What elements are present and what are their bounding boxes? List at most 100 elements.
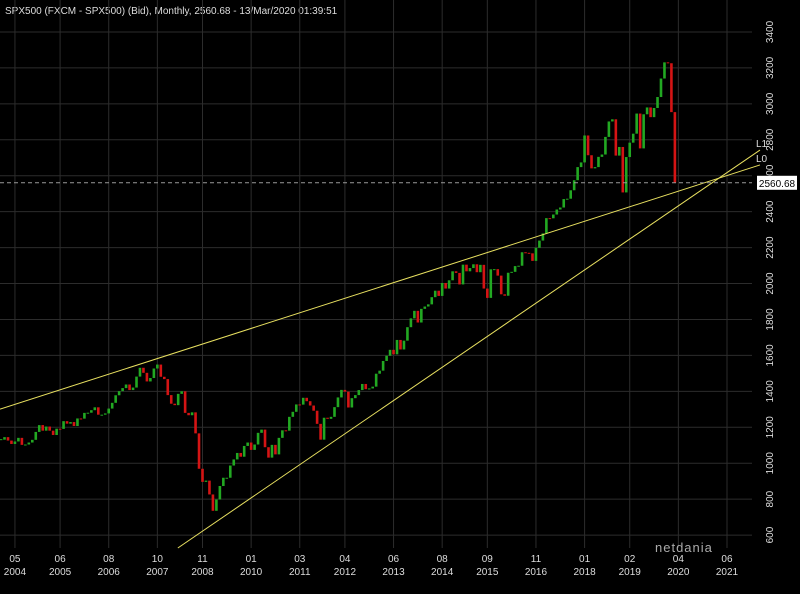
candle-body bbox=[402, 340, 406, 350]
candle-body bbox=[371, 386, 375, 389]
candle-body bbox=[583, 135, 586, 163]
candle-body bbox=[142, 367, 145, 373]
candle-body bbox=[176, 393, 180, 406]
candle-body bbox=[308, 401, 312, 406]
candle-body bbox=[520, 252, 524, 266]
candle-body bbox=[83, 412, 86, 419]
candle-body bbox=[527, 252, 531, 254]
candle-body bbox=[96, 407, 100, 415]
x-tick-year: 2010 bbox=[240, 567, 263, 578]
candle-body bbox=[579, 162, 583, 168]
candle-body bbox=[65, 421, 69, 424]
candle-body bbox=[492, 269, 496, 271]
candle-body bbox=[486, 288, 489, 298]
candle-body bbox=[329, 416, 333, 419]
y-tick-label: 3200 bbox=[765, 56, 776, 79]
x-tick-year: 2014 bbox=[431, 567, 454, 578]
candle-body bbox=[590, 155, 593, 169]
candle-body bbox=[586, 135, 590, 156]
trendline-label: L1 bbox=[756, 139, 768, 150]
trendline-label: L0 bbox=[756, 154, 768, 165]
candle-body bbox=[413, 310, 416, 319]
candle-body bbox=[354, 395, 357, 399]
candle-body bbox=[270, 444, 274, 458]
x-tick-label: 09 bbox=[482, 554, 494, 565]
candle-body bbox=[475, 264, 479, 273]
candle-body bbox=[204, 480, 208, 482]
trendline bbox=[0, 164, 761, 410]
candle-body bbox=[437, 290, 440, 296]
candle-body bbox=[395, 339, 399, 355]
candle-body bbox=[406, 327, 409, 341]
candle-body bbox=[232, 459, 236, 466]
candle-body bbox=[621, 146, 625, 193]
candle-body bbox=[357, 390, 361, 396]
x-tick-label: 08 bbox=[437, 554, 449, 565]
candle-body bbox=[103, 413, 107, 415]
x-tick-year: 2013 bbox=[382, 567, 405, 578]
y-tick-label: 2200 bbox=[765, 236, 776, 259]
candle-body bbox=[663, 62, 666, 79]
candle-body bbox=[281, 430, 284, 438]
y-tick-label: 1600 bbox=[765, 344, 776, 367]
candle-body bbox=[124, 384, 128, 389]
candle-body bbox=[187, 412, 190, 416]
candle-body bbox=[423, 306, 427, 309]
candle-body bbox=[76, 418, 79, 427]
candle-body bbox=[649, 107, 652, 118]
candle-body bbox=[624, 157, 628, 193]
candle-body bbox=[253, 444, 256, 450]
y-tick-label: 2000 bbox=[765, 272, 776, 295]
candle-body bbox=[506, 272, 510, 296]
candle-body bbox=[614, 119, 618, 156]
candle-body bbox=[336, 397, 340, 408]
y-tick-label: 2600 bbox=[765, 164, 776, 187]
candle-body bbox=[548, 218, 552, 220]
candle-body bbox=[284, 430, 288, 432]
candle-body bbox=[433, 290, 437, 298]
x-tick-year: 2004 bbox=[4, 567, 27, 578]
candle-body bbox=[131, 387, 135, 391]
candle-body bbox=[534, 247, 538, 261]
candle-body bbox=[510, 271, 513, 273]
candle-body bbox=[440, 282, 444, 296]
candle-body bbox=[635, 113, 638, 134]
x-tick-label: 10 bbox=[152, 554, 164, 565]
candle-body bbox=[451, 271, 454, 281]
candle-body bbox=[444, 282, 447, 289]
x-tick-label: 06 bbox=[55, 554, 67, 565]
y-tick-label: 2400 bbox=[765, 200, 776, 223]
x-tick-label: 08 bbox=[103, 554, 115, 565]
candle-body bbox=[479, 264, 482, 273]
trendline bbox=[177, 149, 761, 549]
candle-body bbox=[604, 136, 607, 155]
candle-body bbox=[20, 437, 24, 445]
candle-body bbox=[350, 398, 354, 408]
candle-body bbox=[541, 233, 545, 241]
candle-body bbox=[472, 264, 475, 269]
candle-body bbox=[659, 78, 663, 98]
candle-body bbox=[458, 272, 461, 285]
y-tick-label: 600 bbox=[765, 526, 776, 543]
y-tick-label: 1800 bbox=[765, 308, 776, 331]
x-tick-label: 04 bbox=[339, 554, 351, 565]
candle-body bbox=[107, 408, 111, 414]
x-tick-year: 2008 bbox=[191, 567, 214, 578]
candle-body bbox=[416, 310, 420, 323]
candle-body bbox=[62, 421, 65, 429]
candle-body bbox=[31, 439, 34, 443]
candle-body bbox=[242, 445, 246, 457]
x-tick-year: 2015 bbox=[476, 567, 499, 578]
candle-body bbox=[538, 240, 541, 248]
candle-body bbox=[531, 253, 534, 261]
candle-body bbox=[34, 431, 38, 440]
candle-body bbox=[558, 207, 562, 210]
last-price-label: 2560.68 bbox=[759, 179, 796, 190]
candle-body bbox=[447, 280, 451, 289]
x-tick-year: 2018 bbox=[573, 567, 596, 578]
y-tick-label: 800 bbox=[765, 490, 776, 507]
x-tick-label: 05 bbox=[9, 554, 21, 565]
candle-body bbox=[183, 391, 187, 413]
candle-body bbox=[152, 368, 156, 379]
candle-body bbox=[666, 62, 670, 64]
